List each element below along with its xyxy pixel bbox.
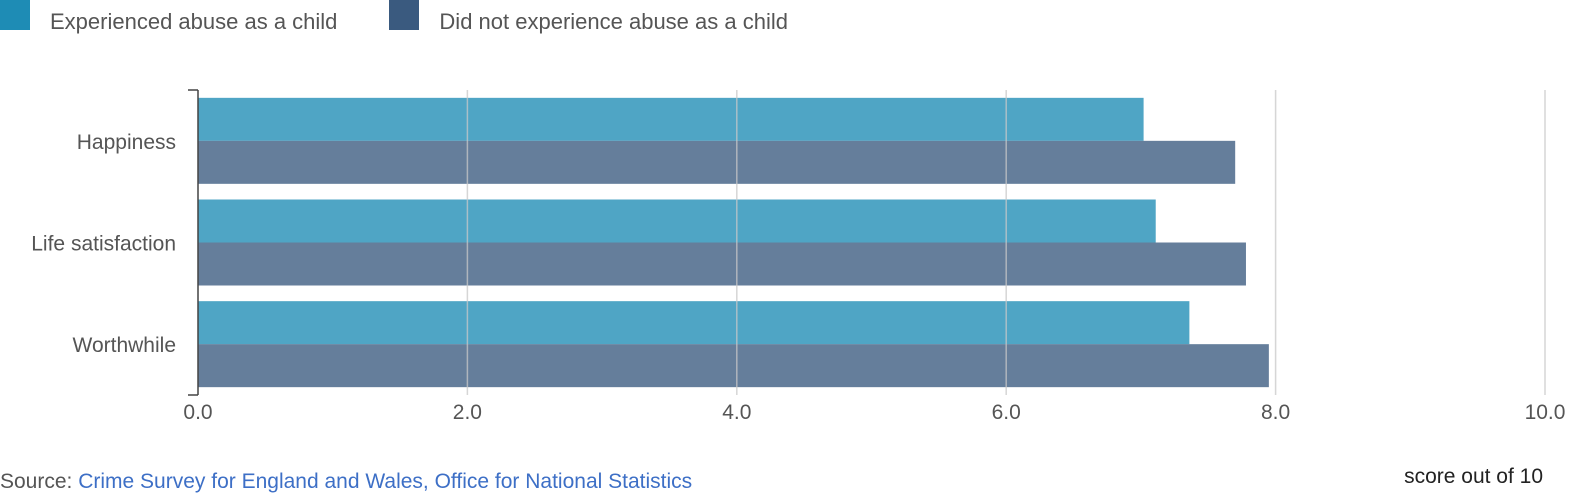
legend-item-no-abuse[interactable]: Did not experience abuse as a child: [389, 0, 788, 35]
x-tick-label-8-0: 8.0: [1261, 401, 1290, 424]
x-tick-label-10-0: 10.0: [1525, 401, 1566, 424]
legend-label-experienced-abuse: Experienced abuse as a child: [50, 9, 338, 34]
x-tick-label-2-0: 2.0: [453, 401, 482, 424]
bar-happiness-series-2: [198, 140, 1236, 184]
bar-life-satisfaction-series-2: [198, 242, 1246, 286]
legend-swatch-no-abuse: [389, 0, 420, 30]
x-tick-label-0-0: 0.0: [183, 401, 212, 424]
legend-label-no-abuse: Did not experience abuse as a child: [439, 9, 788, 34]
bar-life-satisfaction-series-1: [198, 199, 1156, 243]
legend-swatch-experienced-abuse: [0, 0, 30, 30]
legend-item-experienced-abuse[interactable]: Experienced abuse as a child: [0, 0, 338, 35]
legend: Experienced abuse as a child Did not exp…: [0, 0, 840, 44]
source-prefix: Source:: [0, 470, 79, 493]
x-axis-label: score out of 10: [1404, 465, 1543, 488]
bar-chart: Happiness Life satisfaction Worthwhile 0.0 2…: [31, 89, 1566, 424]
bar-worthwhile-series-1: [198, 301, 1190, 345]
bar-worthwhile-series-2: [198, 344, 1269, 388]
category-label-worthwhile: Worthwhile: [73, 334, 176, 357]
bar-happiness-series-1: [198, 97, 1144, 141]
x-tick-label-4-0: 4.0: [722, 401, 751, 424]
x-tick-label-6-0: 6.0: [992, 401, 1021, 424]
category-label-happiness: Happiness: [77, 131, 176, 154]
source-note: Source: Crime Survey for England and Wal…: [0, 470, 692, 494]
source-link[interactable]: Crime Survey for England and Wales, Offi…: [78, 470, 693, 493]
category-label-life-satisfaction: Life satisfaction: [31, 233, 176, 256]
